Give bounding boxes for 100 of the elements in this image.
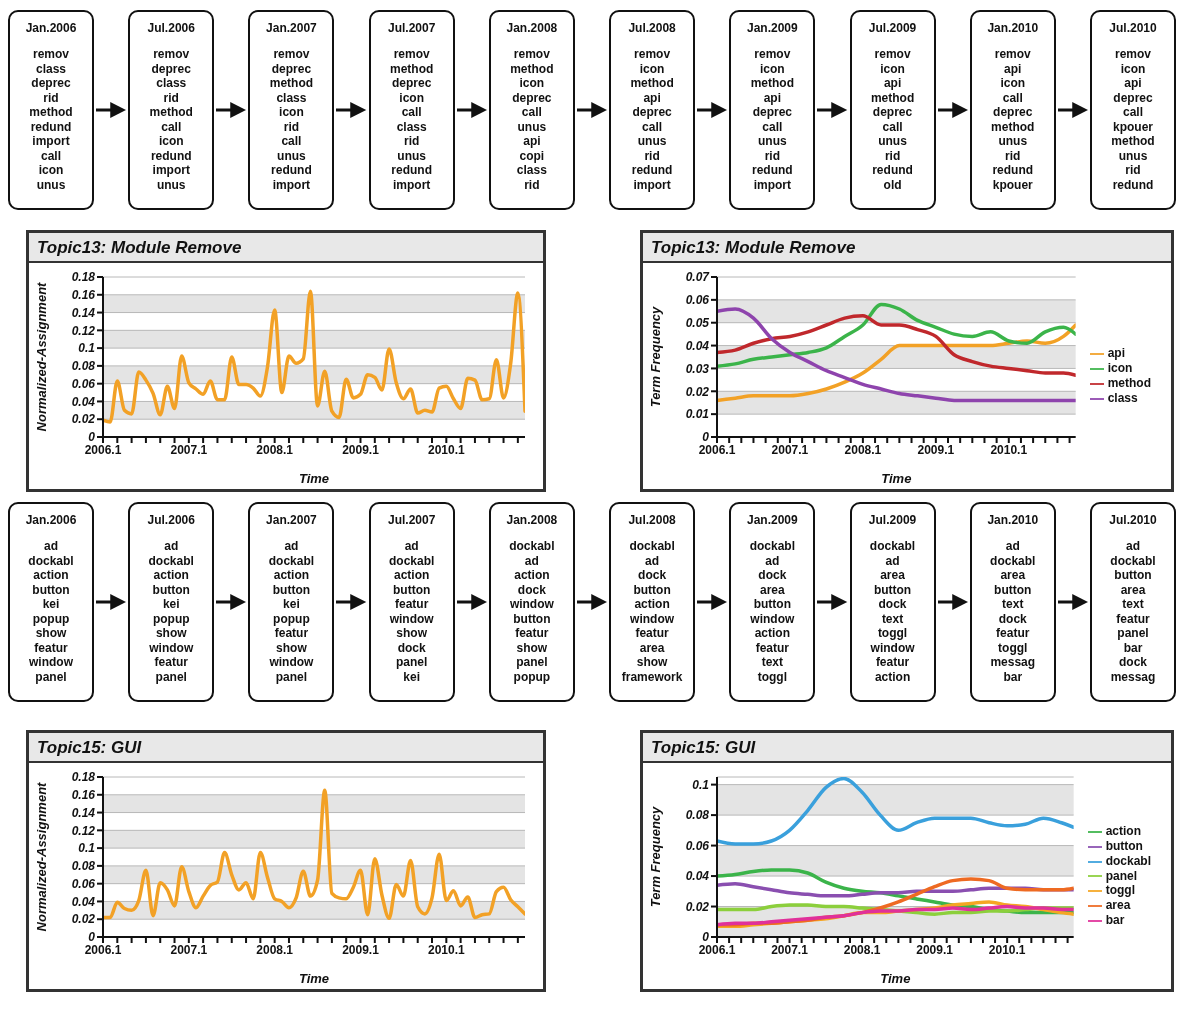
- text: remov api icon call deprec method unus rid redund kpouer: [991, 47, 1035, 192]
- category-label: Jan.2008: [505, 513, 559, 527]
- line-series: [103, 788, 525, 921]
- y-tick-label: 0.02: [685, 899, 710, 914]
- y-tick-label: 0.1: [78, 341, 96, 356]
- x-tick-label: 2007.1: [170, 942, 208, 957]
- category-label: Jul.2006: [146, 513, 196, 527]
- legend-label: bar: [1105, 913, 1125, 928]
- category-label: Jan.2006: [24, 21, 78, 35]
- x-tick-label: 2009.1: [342, 942, 380, 957]
- category-label: Jan.2009: [745, 21, 799, 35]
- text: ad dockabl button area text featur panel bar dock messag: [1110, 539, 1156, 684]
- text: dockabl ad action dock window button featur show panel popup: [509, 539, 555, 684]
- text: remov icon api method deprec call unus rid redund old: [870, 47, 915, 192]
- category-label: Jul.2009: [867, 21, 918, 35]
- y-tick-label: 0.05: [685, 315, 710, 330]
- x-axis-title: Time: [298, 471, 330, 486]
- text: ad dockabl action button kei popup show window featur panel: [148, 539, 194, 684]
- y-tick-label: 0.06: [685, 293, 710, 308]
- x-tick-label: 2006.1: [84, 942, 122, 957]
- y-axis-title: Normalized-Assignment: [33, 781, 49, 932]
- text: ad dockabl action button kei popup show featur window panel: [28, 539, 74, 684]
- category-label: Jan.2006: [24, 513, 78, 527]
- x-axis-title: Time: [298, 971, 330, 986]
- y-tick-label: 0.14: [71, 805, 96, 820]
- legend-label: api: [1107, 346, 1125, 361]
- legend-label: action: [1105, 824, 1141, 839]
- y-tick-label: 0.02: [71, 412, 96, 427]
- y-tick-label: 0.04: [71, 394, 96, 409]
- legend-label: dockabl: [1105, 853, 1151, 868]
- y-tick-label: 0.04: [71, 894, 96, 909]
- text: remov deprec class rid method call icon redund import unus: [149, 47, 193, 192]
- y-tick-label: 0: [88, 430, 96, 445]
- category-label: Jan.2010: [986, 21, 1040, 35]
- y-tick-label: 0: [702, 430, 710, 445]
- x-tick-label: 2010.1: [427, 942, 465, 957]
- category-label: Jul.2010: [1108, 513, 1158, 527]
- chart-title: Topic15: GUI: [643, 733, 1171, 763]
- x-tick-label: 2006.1: [698, 942, 736, 957]
- x-tick-label: 2007.1: [170, 442, 208, 457]
- legend-label: method: [1107, 376, 1151, 390]
- category-label: Jan.2007: [265, 21, 318, 35]
- x-tick-label: 2008.1: [256, 942, 294, 957]
- y-tick-label: 0.1: [692, 777, 710, 792]
- y-tick-label: 0: [702, 930, 710, 945]
- legend-label: class: [1107, 390, 1138, 405]
- y-tick-label: 0.08: [71, 359, 96, 374]
- x-tick-label: 2009.1: [916, 942, 954, 957]
- y-tick-label: 0.16: [71, 288, 96, 303]
- y-tick-label: 0.07: [685, 270, 711, 285]
- y-tick-label: 0.03: [685, 361, 710, 376]
- text: remov icon api deprec call kpouer method unus rid redund: [1111, 47, 1155, 192]
- text: remov method deprec icon call class rid unus redund import: [389, 47, 434, 192]
- legend-label: panel: [1105, 868, 1137, 883]
- x-tick-label: 2006.1: [698, 442, 736, 457]
- x-tick-label: 2006.1: [84, 442, 122, 457]
- text: ad dockabl area button text dock featur toggl messag bar: [990, 539, 1036, 684]
- line-series: [717, 302, 1076, 368]
- text: dockabl ad dock button action window featur area show framework: [621, 539, 683, 684]
- y-tick-label: 0.16: [71, 788, 96, 803]
- text: remov deprec method class icon rid call unus redund import: [269, 47, 314, 192]
- text: remov icon method api deprec call unus rid redund import: [750, 47, 794, 192]
- x-tick-label: 2008.1: [844, 442, 882, 457]
- legend-label: toggl: [1105, 883, 1135, 898]
- y-axis-title: Normalized-Assignment: [33, 281, 49, 432]
- category-label: Jul.2006: [146, 21, 196, 35]
- chart-title: Topic13: Module Remove: [643, 233, 1171, 263]
- category-label: Jul.2007: [386, 513, 437, 527]
- text: remov method icon deprec call unus api copi class rid: [510, 47, 554, 192]
- x-tick-label: 2010.1: [427, 442, 465, 457]
- category-label: Jan.2010: [986, 513, 1040, 527]
- y-tick-label: 0.14: [71, 305, 96, 320]
- x-tick-label: 2010.1: [990, 442, 1028, 457]
- category-label: Jan.2008: [505, 21, 559, 35]
- text: remov class deprec rid method redund import call icon unus: [29, 47, 73, 192]
- y-tick-label: 0: [88, 930, 96, 945]
- category-label: Jan.2009: [745, 513, 799, 527]
- category-label: Jul.2007: [386, 21, 437, 35]
- text: ad dockabl action button featur window show dock panel kei: [388, 539, 435, 684]
- y-axis-title: Term Frequency: [647, 305, 663, 408]
- x-tick-label: 2009.1: [342, 442, 380, 457]
- legend-label: icon: [1107, 361, 1133, 376]
- chart-title: Topic13: Module Remove: [29, 233, 543, 263]
- text: dockabl ad dock area button window action featur text toggl: [749, 539, 795, 684]
- x-tick-label: 2010.1: [988, 942, 1026, 957]
- legend-label: button: [1105, 838, 1143, 853]
- y-tick-label: 0.18: [71, 270, 96, 285]
- y-axis-title: Term Frequency: [647, 805, 663, 908]
- category-label: Jan.2007: [265, 513, 318, 527]
- legend-label: area: [1105, 898, 1131, 913]
- y-tick-label: 0.01: [685, 407, 710, 422]
- x-tick-label: 2008.1: [843, 942, 881, 957]
- category-label: Jul.2008: [627, 21, 677, 35]
- x-axis-title: Time: [880, 971, 911, 986]
- y-tick-label: 0.04: [685, 338, 710, 353]
- y-tick-label: 0.06: [71, 876, 96, 891]
- text: dockabl ad area button dock text toggl window featur action: [869, 539, 916, 684]
- x-tick-label: 2007.1: [771, 942, 809, 957]
- x-axis-title: Time: [881, 471, 912, 486]
- chart-title: Topic15: GUI: [29, 733, 543, 763]
